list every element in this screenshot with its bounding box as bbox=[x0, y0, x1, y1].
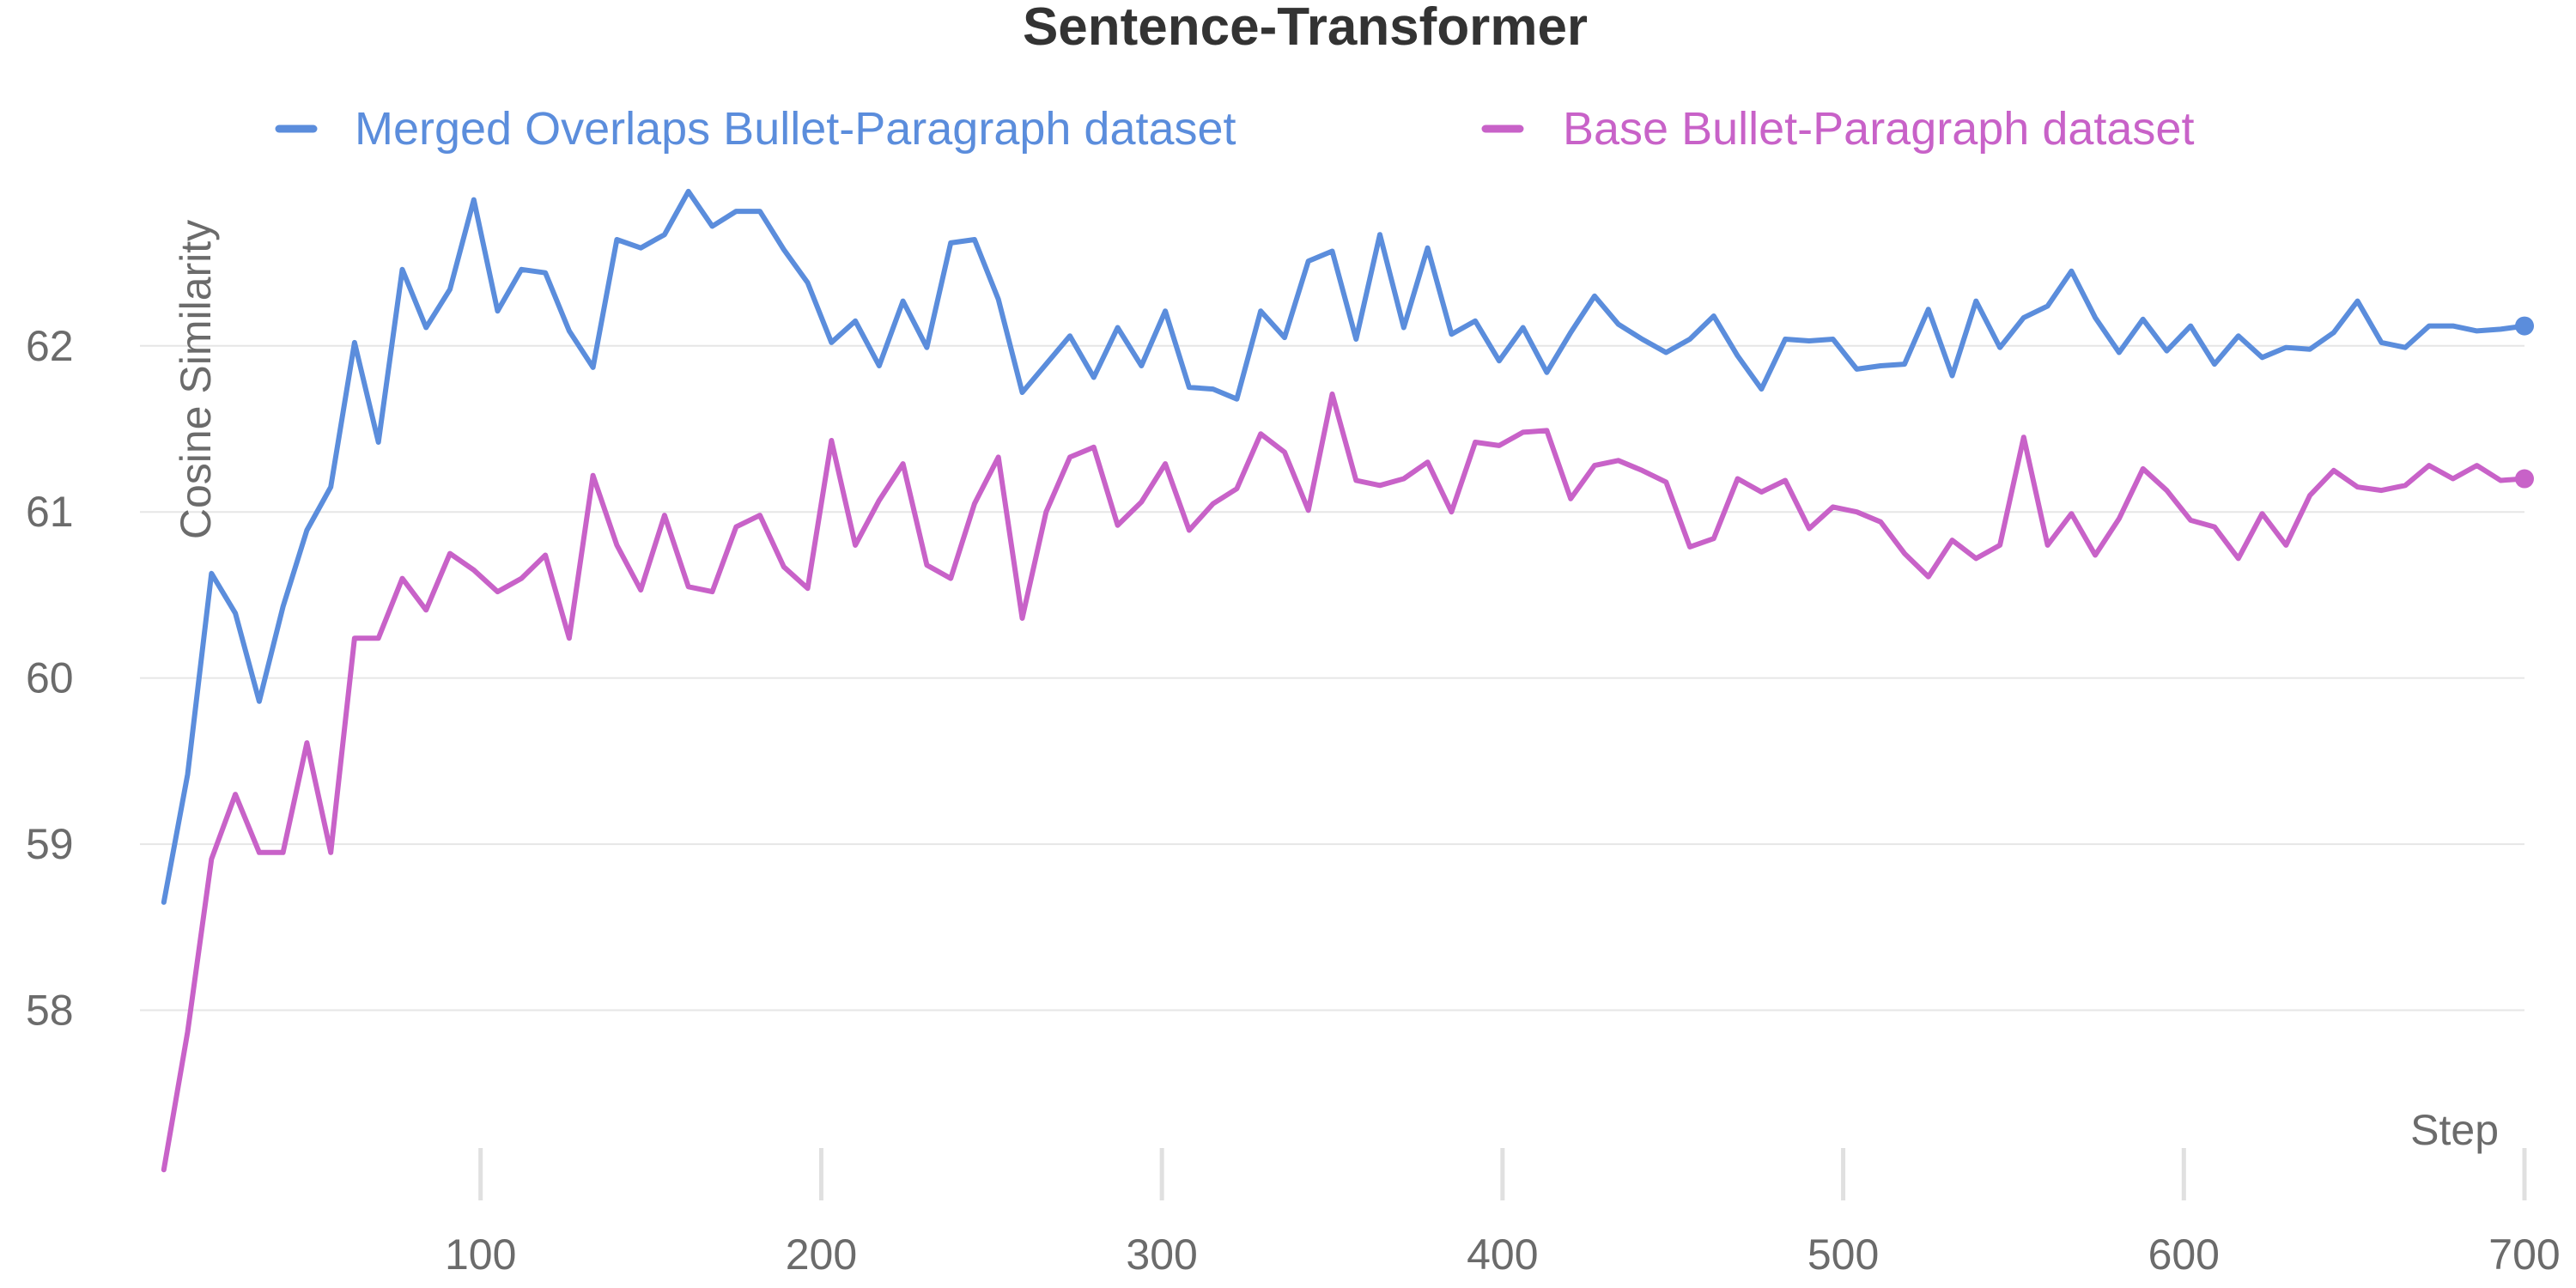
y-tick-label: 62 bbox=[26, 322, 74, 370]
gridlines bbox=[140, 344, 2524, 1012]
x-tick-labels: 100 200 300 400 500 600 700 bbox=[445, 1230, 2561, 1279]
x-tick-marks bbox=[478, 1148, 2527, 1200]
x-tick-label: 600 bbox=[2148, 1230, 2220, 1279]
y-tick-labels: 58 59 60 61 62 bbox=[26, 322, 74, 1035]
x-tick-label: 400 bbox=[1467, 1230, 1538, 1279]
chart-title: Sentence-Transformer bbox=[1023, 0, 1588, 57]
legend-entry: Base Bullet-Paragraph dataset bbox=[1563, 103, 2194, 155]
y-tick-label: 61 bbox=[26, 488, 74, 536]
series-line-1 bbox=[161, 391, 2527, 1173]
series-end-point-0 bbox=[2515, 316, 2534, 336]
y-axis-label: Cosine Similarity bbox=[172, 220, 220, 539]
series-lines bbox=[161, 188, 2534, 1173]
x-tick-label: 100 bbox=[445, 1230, 516, 1279]
x-tick-label: 300 bbox=[1126, 1230, 1197, 1279]
y-tick-label: 58 bbox=[26, 987, 74, 1035]
series-end-point-1 bbox=[2515, 469, 2534, 489]
x-tick-label: 700 bbox=[2488, 1230, 2560, 1279]
y-tick-label: 59 bbox=[26, 820, 74, 868]
legend-entry: Merged Overlaps Bullet-Paragraph dataset bbox=[355, 103, 1236, 155]
x-axis-label: Step bbox=[2410, 1106, 2499, 1154]
legend: Merged Overlaps Bullet-Paragraph dataset… bbox=[275, 103, 2194, 155]
x-tick-label: 500 bbox=[1807, 1230, 1879, 1279]
x-tick-label: 200 bbox=[786, 1230, 857, 1279]
y-tick-label: 60 bbox=[26, 654, 74, 702]
series-line-0 bbox=[161, 188, 2527, 905]
